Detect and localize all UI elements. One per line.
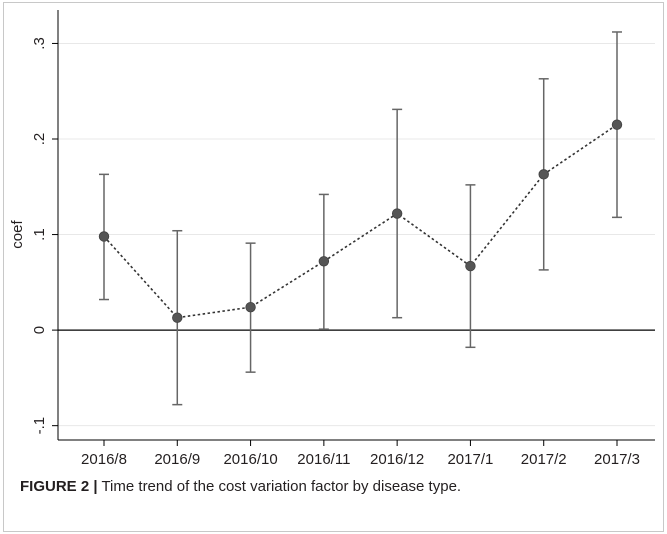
- x-tick-label: 2016/10: [223, 451, 277, 468]
- y-tick-label: -.1: [31, 417, 48, 435]
- data-point: [391, 208, 403, 219]
- x-tick-label: 2017/3: [594, 451, 640, 468]
- y-tick-label: .1: [31, 228, 48, 241]
- caption-text: Time trend of the cost variation factor …: [101, 478, 462, 495]
- caption-label: FIGURE 2 |: [20, 478, 98, 495]
- figure-frame: [3, 2, 664, 532]
- x-tick-label: 2016/9: [154, 451, 200, 468]
- x-tick-label: 2017/2: [521, 451, 567, 468]
- x-tick-label: 2017/1: [447, 451, 493, 468]
- data-point: [465, 260, 476, 272]
- data-point: [172, 312, 183, 323]
- figure-caption: FIGURE 2 | Time trend of the cost variat…: [20, 478, 461, 495]
- data-point: [611, 119, 623, 130]
- y-tick-label: .2: [31, 133, 48, 146]
- y-axis-label: coef: [9, 220, 26, 249]
- data-point: [538, 169, 549, 180]
- x-tick-label: 2016/11: [297, 451, 350, 468]
- data-point: [318, 256, 330, 267]
- y-tick-label: .3: [31, 37, 48, 50]
- x-tick-label: 2016/8: [81, 451, 127, 468]
- x-tick-label: 2016/12: [370, 451, 424, 468]
- y-tick-label: 0: [31, 326, 48, 334]
- series-line: [103, 124, 618, 319]
- data-point: [98, 231, 110, 242]
- data-point: [245, 301, 256, 313]
